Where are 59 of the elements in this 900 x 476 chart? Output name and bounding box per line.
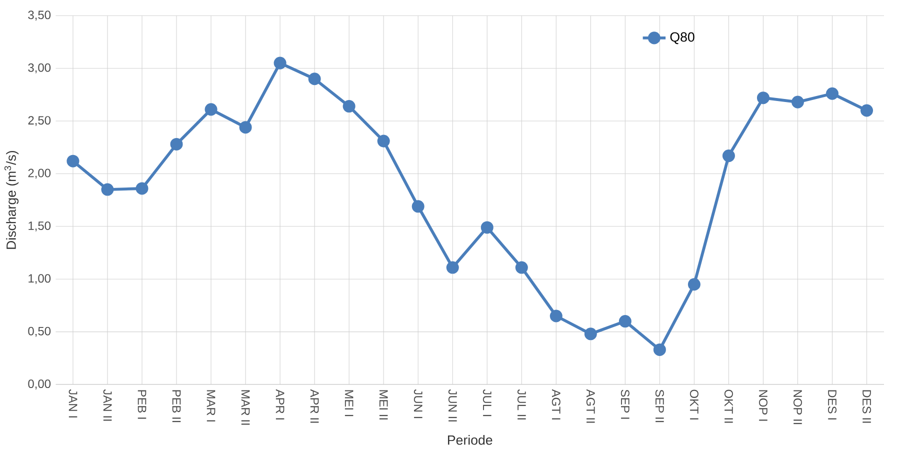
x-tick-label: NOP II [793,390,802,424]
point [412,200,424,212]
point [688,278,700,290]
y-axis-title: Discharge (m$^{3}$/s) [4,150,19,249]
x-tick-label: JUL II [517,389,526,420]
point [274,56,286,70]
x-tick-label: JAN II [103,389,112,421]
point [480,221,494,234]
x-tick-label: SEP I [620,390,630,419]
y-tick-label: 0,00 [28,379,51,390]
x-tick-label: SEP II [655,390,664,422]
x-tick-label: DES I [828,390,836,420]
point [791,96,804,108]
point [756,91,770,104]
point [204,102,218,116]
y-tick-label: 3,50 [28,10,51,20]
point [239,120,252,134]
y-tick-label: 1,00 [28,274,51,284]
point [826,87,839,100]
point [722,149,735,162]
x-tick-label: OKT II [724,390,733,423]
x-tick-label: AGT I [552,389,560,420]
point [653,343,666,356]
point [308,72,321,85]
x-tick-label: MEI II [379,390,388,420]
point [377,134,390,148]
point [446,261,459,274]
point [618,314,632,328]
x-tick-label: DES II [862,390,872,423]
y-tick-label: 1,50 [28,221,51,232]
point [66,154,80,168]
x-tick-label: PEB I [138,390,146,419]
x-tick-label: OKT I [690,390,698,420]
x-tick-label: MAR I [206,390,216,422]
point [342,100,356,112]
point [515,261,528,274]
point [170,138,183,150]
point [550,310,562,322]
y-tick-label: 3,00 [28,63,51,74]
point [860,104,874,117]
point [136,182,148,195]
point [101,183,114,196]
x-tick-label: MEI I [344,390,354,416]
y-tick-label: 2,50 [28,116,51,126]
x-tick-label: JUN II [448,389,457,422]
x-tick-label: JUL I [482,389,492,416]
x-tick-label: APR II [310,389,319,423]
x-tick-label: AGT II [586,389,595,423]
x-tick-label: MAR II [241,390,250,425]
x-tick-label: PEB II [172,390,181,422]
x-tick-label: JUN I [414,389,422,418]
x-tick-label: APR I [276,389,284,420]
x-axis-title: Periode [448,434,492,445]
legend-label: Q80 [670,32,694,44]
y-tick-label: 0,50 [28,326,51,337]
x-tick-label: NOP I [758,390,768,421]
point [584,327,597,340]
x-tick-label: JAN I [68,389,78,418]
y-tick-label: 2,00 [28,168,51,178]
